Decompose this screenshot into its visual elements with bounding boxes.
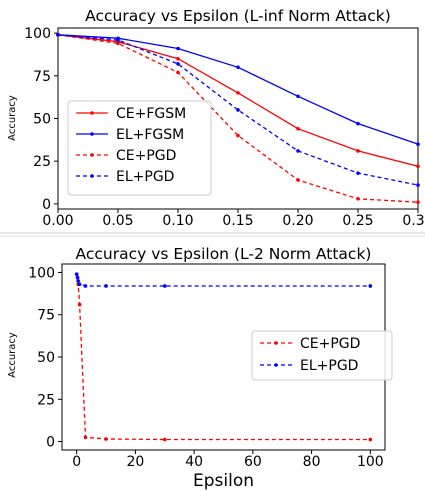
data-point	[176, 62, 180, 66]
data-point	[83, 284, 88, 288]
x-tick-label: 0.05	[102, 213, 133, 229]
data-point	[104, 284, 108, 288]
data-point	[368, 437, 373, 442]
x-tick-label: 80	[303, 454, 321, 470]
data-point	[74, 272, 79, 276]
legend-marker	[90, 153, 94, 157]
legend-box	[251, 330, 393, 381]
legend-marker	[90, 174, 94, 178]
data-point	[76, 279, 80, 283]
data-point	[176, 46, 180, 51]
data-point	[356, 171, 360, 175]
legend-box	[67, 100, 212, 196]
series-line-el-pgd	[76, 273, 371, 287]
legend-marker	[90, 132, 94, 136]
data-point	[296, 126, 300, 131]
data-point	[104, 437, 108, 441]
y-tick-label: 25	[37, 392, 55, 408]
legend-marker	[90, 111, 94, 115]
y-tick-label: 50	[33, 112, 51, 128]
x-tick-label: 60	[244, 454, 262, 470]
data-point	[356, 121, 360, 126]
l2-chart-panel: Accuracy vs Epsilon (L-2 Norm Attack) 0 25…	[7, 245, 393, 491]
x-tick-label: 0.00	[42, 213, 73, 229]
y-tick-label: 0	[42, 197, 51, 213]
x-tick-label: 0.20	[282, 213, 313, 229]
data-point	[236, 108, 240, 112]
y-tick-label: 100	[24, 26, 51, 42]
x-tick-label: 0.30	[402, 213, 425, 229]
data-point	[296, 178, 300, 182]
data-point	[162, 284, 167, 288]
y-tick-label: 75	[33, 69, 51, 85]
x-tick-label: 0.25	[342, 213, 373, 229]
data-point	[162, 437, 167, 442]
legend-marker	[274, 363, 278, 367]
data-point	[356, 196, 360, 201]
data-point	[236, 65, 240, 70]
x-tick-label: 20	[126, 454, 144, 470]
data-point	[416, 164, 420, 169]
data-point	[75, 275, 80, 280]
x-tick-label: 40	[185, 454, 203, 470]
x-axis-label: Epsilon	[193, 471, 254, 491]
y-axis-label: Accuracy	[7, 95, 18, 141]
y-axis-label: Accuracy	[7, 332, 18, 378]
legend-label: EL+FGSM	[116, 127, 184, 143]
legend-label: EL+PGD	[300, 358, 358, 374]
y-tick-label: 75	[37, 308, 55, 324]
data-point	[116, 38, 120, 42]
data-point	[56, 33, 60, 37]
data-point	[176, 70, 180, 75]
data-point	[296, 149, 300, 153]
data-point	[296, 94, 300, 99]
y-tick-label: 25	[33, 154, 51, 170]
data-point	[416, 142, 420, 146]
y-tick-label: 50	[37, 350, 55, 366]
y-tick-label: 0	[46, 435, 55, 451]
data-point	[77, 302, 82, 307]
chart-title: Accuracy vs Epsilon (L-inf Norm Attack)	[85, 7, 391, 25]
data-point	[236, 133, 240, 138]
legend-label: CE+PGD	[116, 148, 176, 164]
linf-chart-panel: Accuracy vs Epsilon (L-inf Norm Attack) 0…	[7, 7, 425, 229]
data-point	[176, 56, 180, 61]
data-point	[77, 282, 82, 287]
data-point	[356, 149, 360, 153]
legend-marker	[274, 341, 278, 345]
data-point	[416, 200, 420, 204]
legend-label: EL+PGD	[116, 169, 174, 185]
x-tick-label: 0.15	[222, 213, 253, 229]
x-tick-label: 100	[357, 454, 384, 470]
data-point	[116, 41, 120, 46]
series-line-ce-pgd	[76, 273, 371, 441]
legend-label: CE+FGSM	[116, 106, 186, 122]
x-tick-label: 0	[72, 454, 81, 470]
data-point	[83, 435, 88, 440]
x-tick-label: 0.10	[162, 213, 193, 229]
data-point	[416, 183, 420, 187]
legend-label: CE+PGD	[300, 336, 360, 352]
data-point	[368, 284, 373, 288]
data-point	[236, 91, 240, 95]
y-tick-label: 100	[28, 265, 55, 281]
chart-title: Accuracy vs Epsilon (L-2 Norm Attack)	[76, 245, 372, 263]
